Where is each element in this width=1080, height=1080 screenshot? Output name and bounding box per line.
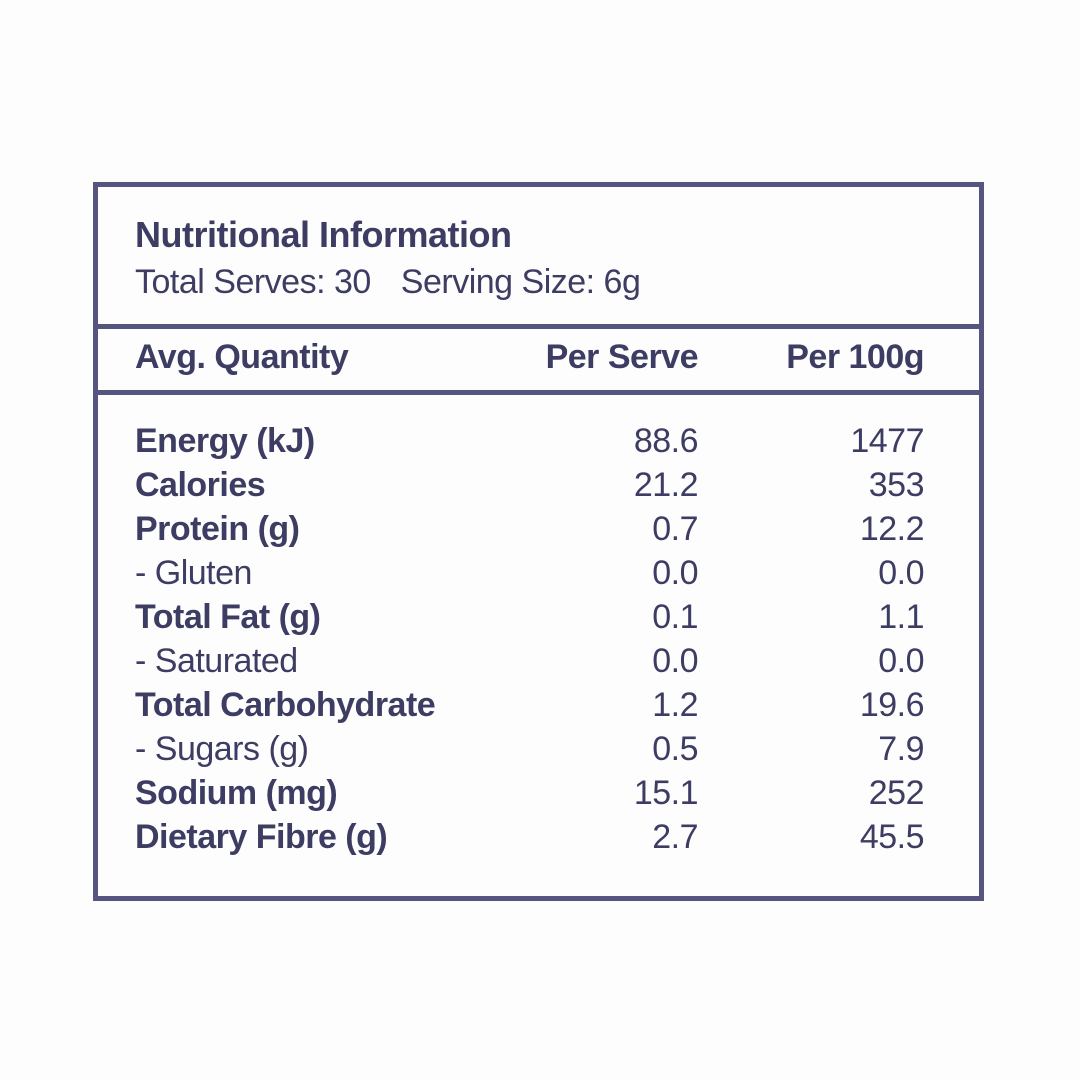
per-serve-value: 0.5 — [652, 730, 698, 768]
per-serve-value: 0.0 — [652, 554, 698, 592]
per-serve-value: 2.7 — [652, 818, 698, 856]
nutrient-row-protein: Protein (g) 0.7 12.2 — [135, 507, 925, 551]
panel-header: Nutritional Information Total Serves: 30… — [98, 187, 979, 329]
nutrient-label: Total Fat (g) — [135, 598, 321, 636]
per-serve-value: 21.2 — [633, 466, 699, 504]
nutrient-row-total-carbohydrate: Total Carbohydrate 1.2 19.6 — [135, 683, 925, 727]
per-serve-value: 0.0 — [652, 642, 698, 680]
nutrient-row-calories: Calories 21.2 353 — [135, 463, 925, 507]
table-body: Energy (kJ) 88.6 1477 Calories 21.2 353 … — [98, 395, 979, 859]
nutrient-row-saturated: - Saturated 0.0 0.0 — [135, 639, 925, 683]
per-100g-value: 353 — [868, 466, 925, 504]
nutrient-label: Energy (kJ) — [135, 422, 315, 460]
per-100g-value: 252 — [868, 774, 925, 812]
nutrient-label: - Saturated — [135, 642, 298, 680]
per-serve-value: 88.6 — [633, 422, 699, 460]
nutrient-label: Sodium (mg) — [135, 774, 338, 812]
per-100g-value: 0.0 — [878, 554, 924, 592]
serves-info: Total Serves: 30 Serving Size: 6g — [135, 259, 979, 306]
table-header-row: Avg. Quantity Per Serve Per 100g — [98, 329, 979, 395]
header-per-serve: Per Serve — [545, 337, 699, 376]
nutrient-label: Calories — [135, 466, 266, 504]
total-serves-text: Total Serves: 30 — [135, 263, 371, 301]
nutrient-row-gluten: - Gluten 0.0 0.0 — [135, 551, 925, 595]
per-100g-value: 1.1 — [878, 598, 924, 636]
nutrient-row-total-fat: Total Fat (g) 0.1 1.1 — [135, 595, 925, 639]
header-avg-quantity: Avg. Quantity — [135, 337, 349, 376]
serving-size-text: Serving Size: 6g — [400, 263, 641, 301]
per-100g-value: 0.0 — [878, 642, 924, 680]
per-serve-value: 1.2 — [652, 686, 698, 724]
nutrient-row-energy: Energy (kJ) 88.6 1477 — [135, 419, 925, 463]
nutrition-panel: Nutritional Information Total Serves: 30… — [93, 182, 984, 901]
nutrient-label: - Sugars (g) — [135, 730, 309, 768]
nutrient-row-sugars: - Sugars (g) 0.5 7.9 — [135, 727, 925, 771]
per-100g-value: 45.5 — [859, 818, 925, 856]
per-serve-value: 15.1 — [633, 774, 699, 812]
header-per-100g: Per 100g — [786, 337, 924, 376]
nutrient-row-dietary-fibre: Dietary Fibre (g) 2.7 45.5 — [135, 815, 925, 859]
per-serve-value: 0.7 — [652, 510, 698, 548]
per-100g-value: 7.9 — [878, 730, 924, 768]
nutrient-label: Total Carbohydrate — [135, 686, 436, 724]
nutrient-label: Protein (g) — [135, 510, 300, 548]
nutrient-row-sodium: Sodium (mg) 15.1 252 — [135, 771, 925, 815]
nutrient-label: Dietary Fibre (g) — [135, 818, 388, 856]
panel-title: Nutritional Information — [135, 214, 512, 255]
per-100g-value: 12.2 — [859, 510, 925, 548]
per-serve-value: 0.1 — [652, 598, 698, 636]
per-100g-value: 19.6 — [859, 686, 925, 724]
per-100g-value: 1477 — [850, 422, 924, 460]
nutrient-label: - Gluten — [135, 554, 252, 592]
